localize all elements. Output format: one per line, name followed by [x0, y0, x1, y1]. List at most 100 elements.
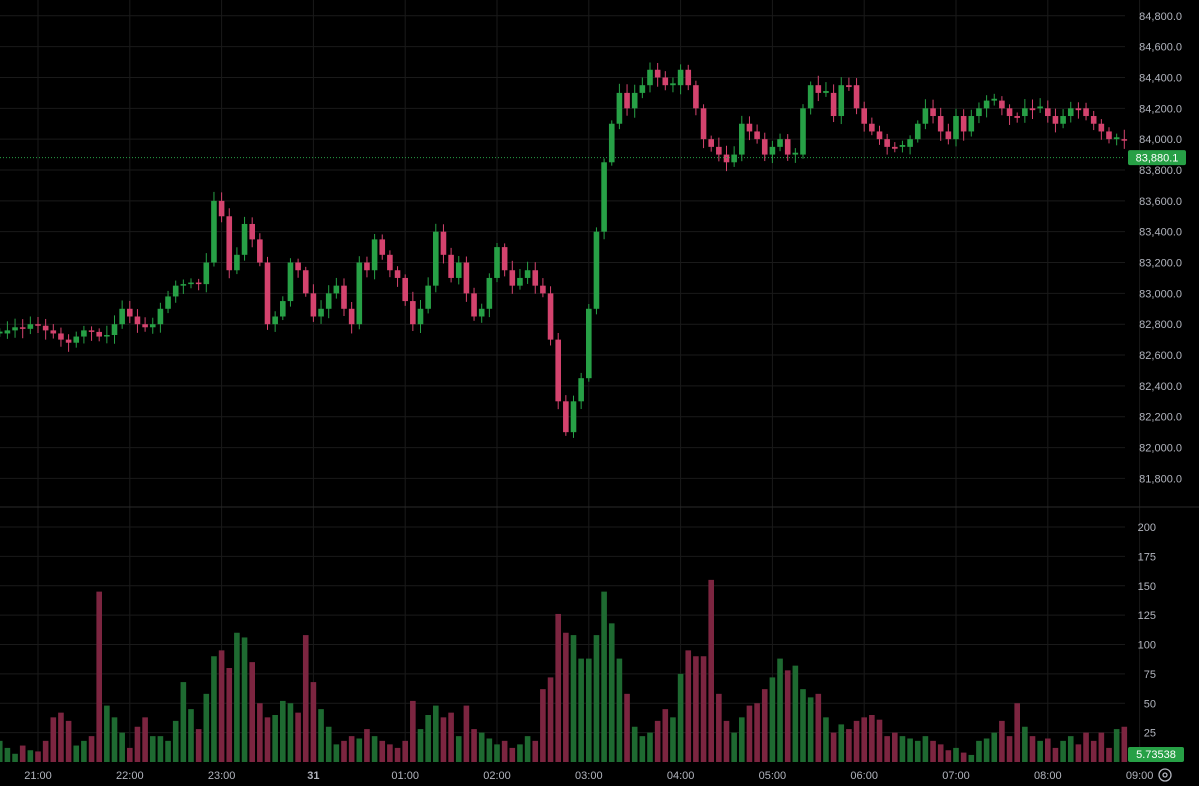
- candle: [157, 302, 164, 333]
- volume-bar: [111, 717, 118, 762]
- candle: [234, 247, 240, 275]
- volume-bar: [241, 637, 248, 762]
- candle: [723, 145, 730, 172]
- candle: [1090, 110, 1097, 131]
- volume-bar: [0, 740, 3, 762]
- volume-bar: [1052, 747, 1059, 762]
- candle-body: [784, 139, 791, 155]
- candle-body: [991, 98, 998, 101]
- time-tick-label: 03:00: [575, 770, 603, 782]
- price-tick-label: 83,800.0: [1139, 165, 1182, 177]
- volume-bar: [425, 715, 431, 762]
- volume-bar: [157, 736, 164, 762]
- candle: [4, 321, 11, 339]
- candle-body: [968, 116, 975, 132]
- candle-body: [318, 308, 324, 317]
- candle: [716, 137, 722, 162]
- volume-bar: [1106, 747, 1112, 762]
- volume-bar: [1121, 726, 1128, 762]
- candle: [142, 317, 148, 332]
- volume-bar: [991, 732, 998, 762]
- volume-bar: [830, 732, 837, 762]
- volume-bar: [379, 740, 386, 762]
- candle: [127, 300, 133, 324]
- candle-body: [81, 330, 87, 337]
- candle-body: [280, 301, 286, 317]
- candle-body: [570, 401, 577, 433]
- price-tick-label: 82,400.0: [1139, 381, 1182, 393]
- candle-body: [257, 239, 263, 263]
- candle-body: [892, 146, 898, 149]
- candle-body: [739, 123, 745, 155]
- candle-body: [19, 327, 26, 329]
- candle: [784, 134, 791, 161]
- volume-bar: [647, 732, 653, 762]
- volume-bar: [88, 736, 95, 762]
- candle-body: [96, 331, 102, 337]
- candle-body: [341, 285, 347, 309]
- volume-axis: 200 175 150 125 100 75 50 25: [1138, 522, 1156, 740]
- candle-body: [42, 325, 49, 331]
- volume-bar: [746, 705, 753, 762]
- volume-bar: [35, 751, 41, 762]
- price-axis: 84,800.0 84,600.0 84,400.0 84,200.0 84,000.0…: [1139, 11, 1182, 486]
- time-tick-label: 08:00: [1034, 770, 1062, 782]
- candle-body: [1075, 108, 1082, 111]
- candle: [165, 290, 171, 314]
- candle-body: [1029, 108, 1036, 111]
- candle: [42, 318, 49, 340]
- candle-body: [823, 91, 829, 93]
- volume-bar: [1060, 740, 1066, 762]
- candle: [1029, 99, 1036, 119]
- candle-body: [777, 139, 783, 147]
- candle: [639, 77, 646, 99]
- candle-body: [601, 162, 607, 232]
- candle-body: [999, 100, 1005, 109]
- volume-bar: [1014, 703, 1020, 762]
- candle-body: [203, 262, 210, 285]
- candle-body: [754, 131, 760, 140]
- candle-body: [1113, 137, 1120, 140]
- volume-bar: [999, 720, 1005, 762]
- candle-body: [195, 282, 202, 285]
- volume-bar: [402, 740, 408, 762]
- last-volume-label: 5.73538: [1136, 749, 1176, 761]
- candle-body: [494, 247, 500, 278]
- volume-bar: [387, 744, 393, 762]
- candle: [922, 99, 929, 130]
- candle: [1121, 129, 1128, 149]
- volume-bar: [708, 579, 714, 762]
- candle-body: [830, 92, 837, 117]
- volume-bar: [616, 658, 623, 762]
- candle-body: [1083, 108, 1089, 117]
- volume-bar: [547, 677, 554, 762]
- candle-body: [769, 146, 776, 155]
- volume-bar: [761, 689, 768, 762]
- candle: [471, 287, 477, 321]
- candle: [945, 123, 952, 145]
- candle: [647, 62, 653, 93]
- volume-bar: [823, 717, 829, 762]
- volume-bar: [348, 736, 355, 762]
- volume-tick-label: 150: [1138, 581, 1156, 593]
- candle: [195, 278, 202, 291]
- candle: [976, 102, 982, 124]
- price-tick-label: 82,600.0: [1139, 350, 1182, 362]
- candle-body: [1098, 123, 1105, 132]
- settings-icon[interactable]: [1157, 767, 1173, 783]
- candle: [12, 318, 18, 338]
- candle-body: [295, 262, 301, 271]
- volume-bar: [318, 709, 324, 762]
- candle-body: [960, 116, 967, 132]
- candle-body: [486, 277, 493, 309]
- candle-body: [165, 296, 171, 309]
- candle-body: [670, 83, 676, 86]
- time-tick-label: 31: [307, 770, 319, 782]
- volume-bar: [371, 736, 378, 762]
- volume-bar: [394, 747, 401, 762]
- time-axis: 21:00 22:00 23:00 31 01:00 02:00 03:00 04:00 05:…: [24, 770, 1153, 782]
- volume-bar: [333, 744, 340, 762]
- volume-bar: [96, 591, 102, 762]
- volume-bar: [356, 738, 363, 762]
